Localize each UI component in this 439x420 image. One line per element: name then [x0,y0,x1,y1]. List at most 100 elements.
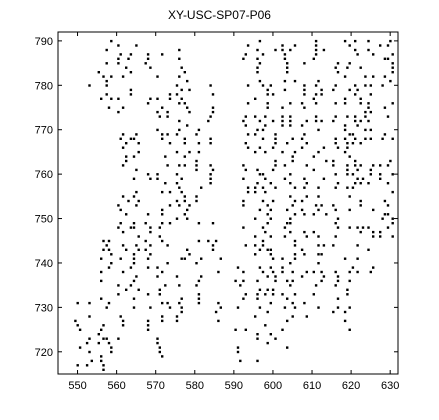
data-point [391,173,394,176]
data-point [269,253,272,256]
data-point [129,226,133,229]
data-point [386,44,390,47]
data-point [334,270,337,274]
data-point [158,288,161,291]
data-point [312,293,315,296]
data-point [271,146,275,149]
data-point [314,53,318,56]
data-point [354,159,357,163]
data-point [314,39,318,43]
data-point [274,48,277,52]
data-point [367,102,370,105]
data-point [317,79,320,83]
data-point [183,142,186,145]
data-point [334,137,337,140]
data-point [322,48,326,52]
data-point [242,226,245,229]
data-point [369,168,372,172]
data-point [258,62,262,65]
data-point [183,257,186,260]
data-point [303,177,306,180]
data-point [156,173,159,176]
data-point [314,119,318,123]
data-point [391,53,394,56]
data-point [305,195,308,198]
data-point [312,230,315,234]
data-point [119,222,122,225]
data-point [110,350,113,354]
data-point [102,248,105,251]
data-point [105,62,108,65]
data-point [211,93,215,96]
data-point [369,110,372,114]
data-point [188,110,191,114]
data-point [283,306,287,309]
data-point [286,297,289,300]
data-point [117,284,120,287]
data-point [320,93,323,96]
data-point [180,257,183,260]
data-point [137,199,140,203]
data-point [180,177,183,180]
data-point [88,301,91,305]
data-point [274,159,277,163]
data-point [175,133,179,136]
data-point [305,315,308,318]
data-point [320,204,323,207]
data-point [90,359,93,363]
data-point [161,53,164,56]
data-point [121,319,125,323]
data-point [289,195,292,198]
data-point [354,137,357,140]
data-point [332,244,335,247]
data-point [107,266,111,269]
data-point [254,253,257,256]
data-point [332,310,335,314]
data-point [336,182,340,185]
data-point [254,315,257,318]
data-point [322,146,326,149]
data-point [300,146,304,149]
data-point [293,306,297,309]
data-point [334,173,337,176]
data-point [256,337,259,340]
data-point [242,177,245,180]
data-point [283,53,287,56]
data-point [271,168,275,172]
data-point [314,284,318,287]
data-point [334,186,337,189]
data-point [300,208,304,212]
data-point [175,84,179,87]
data-point [336,62,340,65]
data-point [389,79,392,83]
data-point [102,324,105,327]
data-point [178,128,181,132]
data-point [254,186,257,189]
data-point [256,71,259,74]
data-point [107,301,111,305]
data-point [334,235,337,238]
data-point [105,337,108,340]
data-point [161,239,164,243]
data-point [286,208,289,212]
data-point [175,93,179,96]
data-point [386,226,390,229]
data-point [286,279,289,283]
data-point [180,306,183,309]
data-point [195,195,198,198]
data-point [266,106,269,109]
data-point [266,341,269,345]
data-point [161,222,164,225]
data-point [156,177,159,180]
data-point [100,97,103,100]
data-point [312,155,315,158]
data-point [161,301,164,305]
data-point [264,150,267,154]
data-point [281,115,284,118]
data-point [183,102,186,105]
data-point [246,44,250,47]
data-point [158,293,161,296]
data-point [346,142,349,145]
data-point [195,133,198,136]
data-point [367,39,370,43]
